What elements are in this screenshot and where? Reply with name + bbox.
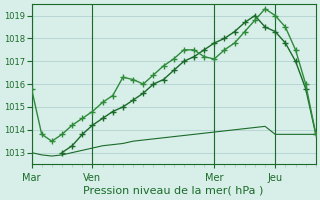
X-axis label: Pression niveau de la mer( hPa ): Pression niveau de la mer( hPa ) xyxy=(84,186,264,196)
